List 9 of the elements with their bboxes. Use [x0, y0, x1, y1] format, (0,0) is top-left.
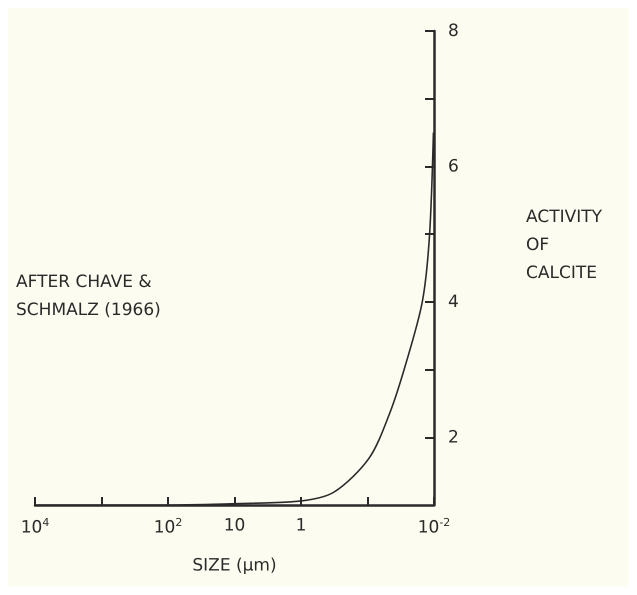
x-tick-label: 10 — [224, 516, 246, 536]
x-tick-label: 1 — [296, 516, 306, 536]
annotation: AFTER CHAVE & SCHMALZ (1966) — [16, 272, 161, 320]
y-tick-label: 6 — [448, 156, 459, 176]
y-tick-label: 4 — [448, 292, 459, 312]
y-tick-label: 2 — [448, 427, 459, 448]
x-axis-title: SIZE (μm) — [192, 556, 277, 576]
y-tick-label: 8 — [448, 21, 459, 41]
y-axis-title: ACTIVITY OF CALCITE — [526, 207, 608, 283]
